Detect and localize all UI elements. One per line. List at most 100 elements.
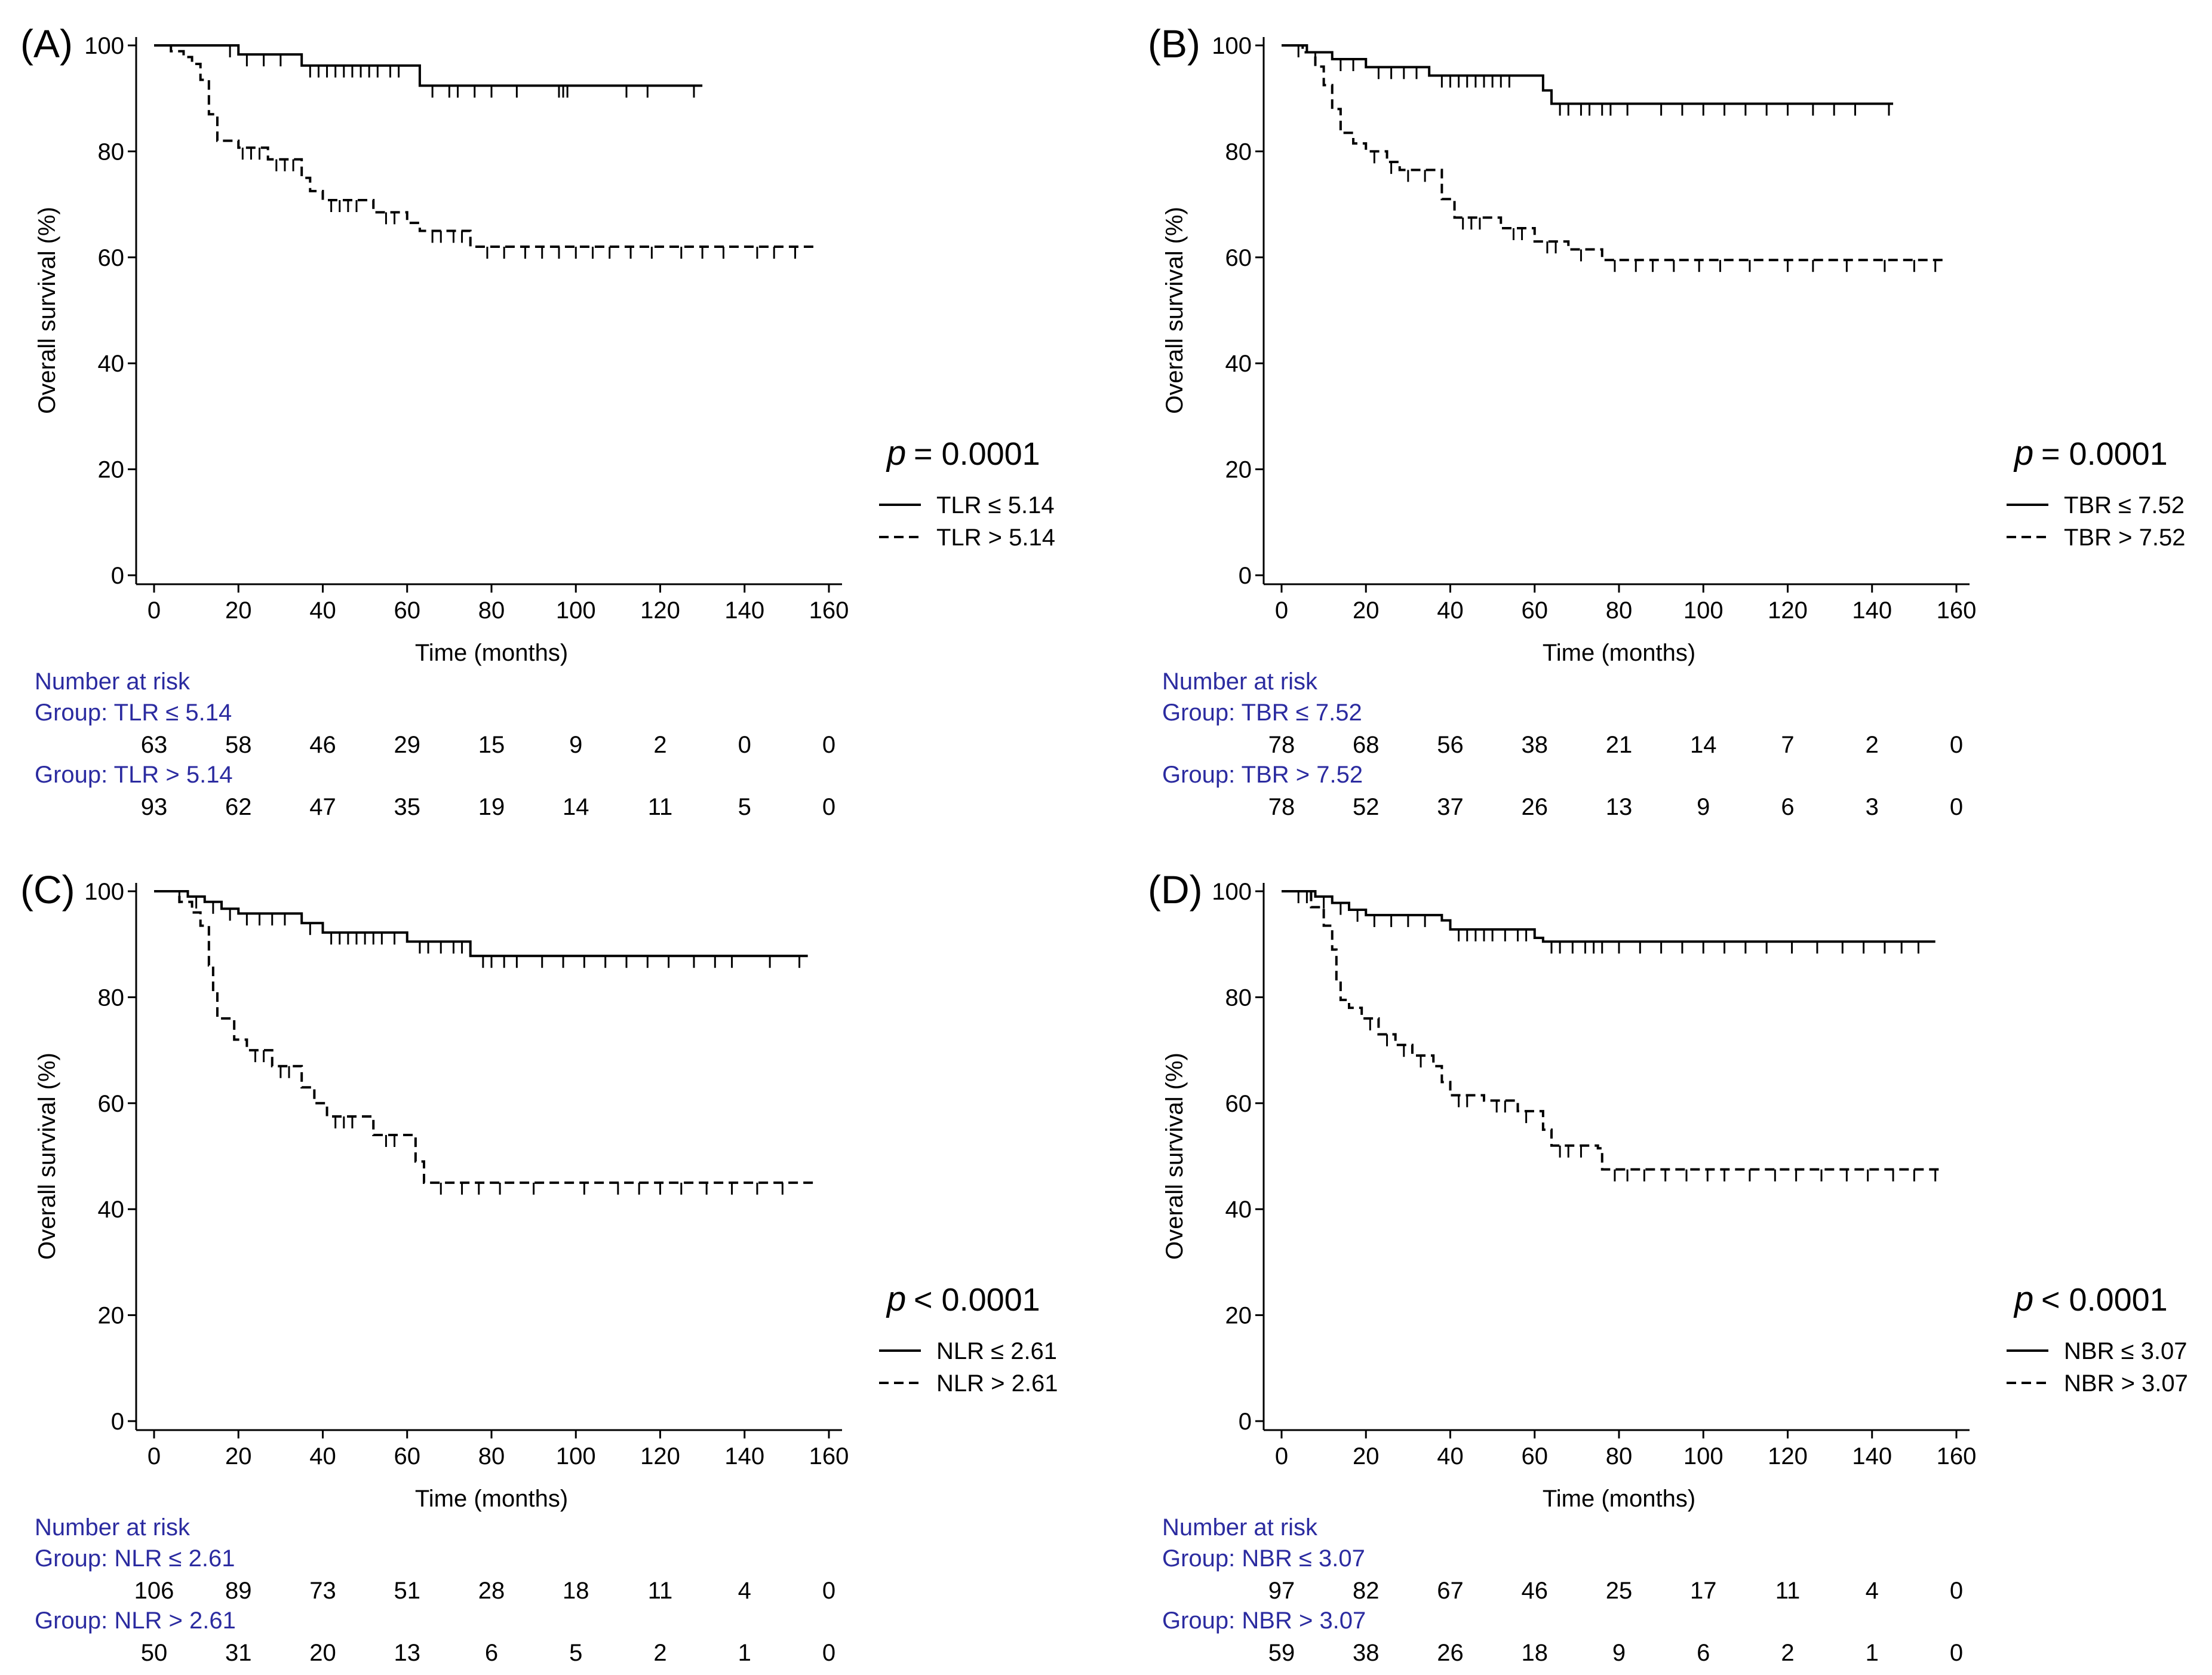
- x-tick-label: 160: [1937, 1443, 1977, 1470]
- risk-count: 11: [648, 794, 673, 820]
- x-tick-label: 100: [1683, 1443, 1723, 1470]
- survival-curve-high: [1282, 44, 1944, 262]
- risk-count: 28: [478, 1578, 505, 1604]
- legend-label: TLR ≤ 5.14: [936, 492, 1055, 519]
- y-tick-label: 40: [98, 1197, 125, 1223]
- risk-count: 6: [1781, 794, 1794, 820]
- risk-count: 29: [394, 732, 421, 758]
- risk-count: 0: [822, 794, 835, 820]
- x-tick-label: 20: [225, 1443, 252, 1470]
- x-tick-label: 160: [809, 597, 849, 624]
- risk-count: 0: [822, 732, 835, 758]
- p-value-text: < 0.0001: [2041, 1282, 2168, 1318]
- risk-count: 2: [653, 732, 666, 758]
- y-tick-label: 100: [1212, 33, 1252, 59]
- risk-count: 63: [141, 732, 168, 758]
- y-axis-title: Overall survival (%): [1162, 207, 1188, 414]
- risk-group-label: Group: TBR > 7.52: [1162, 762, 1363, 788]
- risk-count: 11: [1775, 1578, 1801, 1604]
- x-tick-label: 120: [640, 1443, 680, 1470]
- x-tick-label: 60: [394, 597, 421, 624]
- risk-table-title: Number at risk: [35, 1514, 191, 1541]
- p-value-symbol: p: [886, 1280, 906, 1318]
- y-tick-label: 0: [1239, 563, 1252, 589]
- x-tick-label: 40: [1437, 597, 1464, 624]
- risk-count: 18: [563, 1578, 589, 1604]
- risk-count: 3: [1866, 794, 1879, 820]
- risk-count: 0: [1950, 794, 1963, 820]
- risk-count: 93: [141, 794, 168, 820]
- panel-label: (B): [1148, 22, 1200, 66]
- risk-count: 38: [1522, 732, 1549, 758]
- risk-count: 0: [738, 732, 751, 758]
- risk-count: 58: [225, 732, 252, 758]
- risk-count: 26: [1522, 794, 1549, 820]
- risk-count: 47: [309, 794, 336, 820]
- p-value-text: = 0.0001: [914, 436, 1040, 472]
- x-tick-label: 20: [1353, 597, 1380, 624]
- x-axis-title: Time (months): [415, 1486, 568, 1512]
- x-tick-label: 80: [1606, 597, 1633, 624]
- y-axis-title: Overall survival (%): [34, 207, 60, 414]
- p-value-text: < 0.0001: [914, 1282, 1040, 1318]
- p-value-text: = 0.0001: [2041, 436, 2168, 472]
- risk-count: 1: [1866, 1640, 1879, 1666]
- risk-count: 19: [478, 794, 505, 820]
- x-tick-label: 160: [809, 1443, 849, 1470]
- risk-count: 73: [309, 1578, 336, 1604]
- x-tick-label: 140: [1852, 597, 1892, 624]
- legend-label: TLR > 5.14: [936, 524, 1055, 551]
- risk-count: 0: [822, 1578, 835, 1604]
- risk-count: 59: [1268, 1640, 1295, 1666]
- y-tick-label: 100: [84, 33, 124, 59]
- x-tick-label: 40: [1437, 1443, 1464, 1470]
- legend-label: TBR ≤ 7.52: [2064, 492, 2185, 519]
- x-tick-label: 80: [478, 597, 505, 624]
- panel-label: (C): [20, 867, 75, 912]
- risk-count: 0: [1950, 732, 1963, 758]
- risk-group-label: Group: NBR > 3.07: [1162, 1607, 1366, 1634]
- risk-count: 0: [1950, 1578, 1963, 1604]
- risk-count: 9: [1697, 794, 1710, 820]
- risk-count: 25: [1606, 1578, 1633, 1604]
- risk-count: 15: [478, 732, 505, 758]
- risk-count: 14: [1690, 732, 1717, 758]
- y-tick-label: 60: [98, 245, 125, 271]
- x-tick-label: 0: [148, 1443, 161, 1470]
- legend-label: TBR > 7.52: [2064, 524, 2185, 551]
- y-tick-label: 40: [98, 351, 125, 377]
- risk-count: 7: [1781, 732, 1794, 758]
- risk-count: 20: [309, 1640, 336, 1666]
- x-tick-label: 120: [1768, 597, 1808, 624]
- x-axis-title: Time (months): [1543, 640, 1695, 666]
- risk-count: 4: [738, 1578, 751, 1604]
- x-tick-label: 140: [724, 1443, 764, 1470]
- y-axis-title: Overall survival (%): [1162, 1053, 1188, 1260]
- risk-count: 9: [569, 732, 582, 758]
- p-value-symbol: p: [2013, 434, 2033, 473]
- y-tick-label: 0: [1239, 1409, 1252, 1435]
- y-tick-label: 20: [1225, 1303, 1252, 1329]
- x-tick-label: 140: [724, 597, 764, 624]
- risk-count: 0: [1950, 1640, 1963, 1666]
- y-tick-label: 60: [1225, 245, 1252, 271]
- risk-count: 13: [394, 1640, 421, 1666]
- y-tick-label: 100: [84, 879, 124, 905]
- risk-count: 52: [1353, 794, 1380, 820]
- risk-count: 4: [1866, 1578, 1879, 1604]
- risk-count: 2: [1866, 732, 1879, 758]
- risk-count: 62: [225, 794, 252, 820]
- risk-count: 5: [569, 1640, 582, 1666]
- risk-count: 21: [1606, 732, 1633, 758]
- survival-curve-high: [154, 890, 816, 1184]
- x-axis-title: Time (months): [1543, 1486, 1695, 1512]
- risk-count: 5: [738, 794, 751, 820]
- risk-table-title: Number at risk: [35, 668, 191, 695]
- risk-count: 18: [1522, 1640, 1549, 1666]
- y-tick-label: 80: [1225, 139, 1252, 165]
- risk-count: 78: [1268, 794, 1295, 820]
- survival-curve-low: [1282, 44, 1894, 105]
- risk-group-label: Group: NLR > 2.61: [35, 1607, 236, 1634]
